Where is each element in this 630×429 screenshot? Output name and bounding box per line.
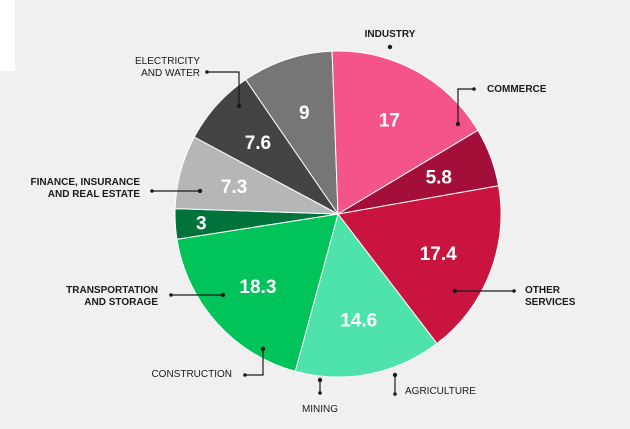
leader-line-commerce	[457, 88, 474, 124]
leader-dot-other-services	[452, 288, 458, 294]
leader-dot-finance-insurance-and-real-estate	[150, 189, 154, 193]
leader-dot-transportation-and-storage	[220, 292, 226, 298]
pie-slice-industry	[337, 185, 502, 345]
leader-dot-commerce	[455, 121, 461, 127]
pie-slices	[174, 50, 502, 378]
value-label-finance-insurance-and-real-estate: 17	[379, 111, 400, 132]
leader-dot-construction	[243, 373, 247, 377]
pie-slice-transportation-and-storage	[245, 50, 339, 216]
category-label-electricity-and-water: ELECTRICITY AND WATER	[135, 56, 200, 79]
callout-leaders	[150, 44, 516, 396]
pie-value-labels: 17.4 14.6 18.3 3 7.3 7.6 9 17 5.8	[196, 103, 457, 332]
pie-slice-other-services	[176, 213, 339, 372]
corner-patch	[0, 0, 15, 71]
leader-dot-commerce	[472, 87, 476, 91]
leader-dot-industry	[387, 44, 393, 50]
leader-dot-other-services	[512, 289, 516, 293]
category-label-construction: CONSTRUCTION	[151, 369, 232, 380]
value-label-electricity-and-water: 5.8	[426, 167, 452, 188]
pie-slice-commerce	[294, 212, 438, 378]
value-label-commerce: 14.6	[340, 311, 377, 332]
value-label-agriculture: 3	[196, 213, 207, 234]
value-label-other-services: 18.3	[239, 277, 276, 298]
leader-line-construction	[245, 349, 264, 376]
leader-dot-electricity-and-water	[205, 70, 209, 74]
leader-dot-transportation-and-storage	[169, 293, 173, 297]
category-label-commerce: COMMERCE	[487, 84, 547, 95]
leader-dot-agriculture	[392, 372, 398, 378]
value-label-mining: 7.3	[221, 177, 247, 198]
leader-dot-electricity-and-water	[236, 103, 242, 109]
value-label-transportation-and-storage: 9	[299, 103, 310, 124]
category-label-transportation-and-storage: TRANSPORTATION AND STORAGE	[66, 285, 158, 308]
pie-slice-electricity-and-water	[337, 129, 500, 215]
leader-dot-mining	[318, 391, 322, 395]
category-label-other-services: OTHER SERVICES	[525, 285, 576, 308]
leader-dot-construction	[260, 346, 266, 352]
leader-dot-agriculture	[393, 392, 397, 396]
leader-dot-finance-insurance-and-real-estate	[197, 188, 203, 194]
category-label-agriculture: AGRICULTURE	[405, 386, 476, 397]
pie-slice-finance-insurance-and-real-estate	[331, 50, 479, 215]
category-label-finance-insurance-and-real-estate: FINANCE, INSURANCE AND REAL ESTATE	[31, 177, 141, 200]
value-label-industry: 17.4	[420, 244, 457, 265]
value-label-construction: 7.6	[245, 133, 271, 154]
leader-dot-mining	[317, 377, 323, 383]
category-label-mining: MINING	[302, 404, 338, 415]
callout-labels: INDUSTRY COMMERCE OTHER SERVICES AGRICULTURE…	[31, 29, 576, 415]
category-label-industry: INDUSTRY	[365, 29, 416, 40]
leader-line-electricity-and-water	[207, 71, 240, 106]
